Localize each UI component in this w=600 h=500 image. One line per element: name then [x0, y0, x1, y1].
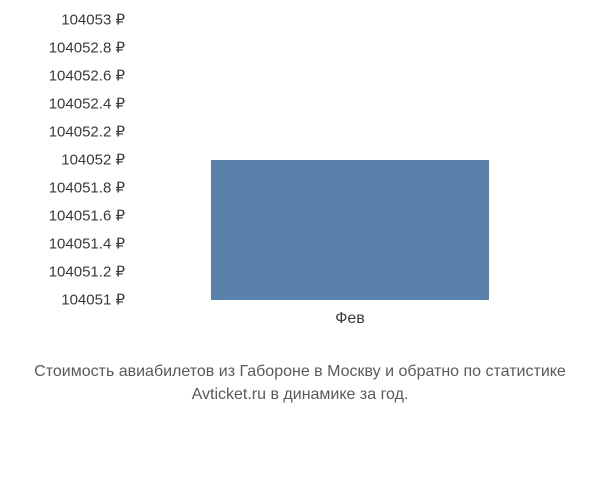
y-tick-label: 104052.6 ₽: [49, 69, 125, 84]
chart-caption: Стоимость авиабилетов из Габороне в Моск…: [0, 360, 600, 406]
y-axis-labels: 104053 ₽104052.8 ₽104052.6 ₽104052.4 ₽10…: [0, 20, 125, 300]
y-tick-label: 104052.8 ₽: [49, 41, 125, 56]
y-tick-label: 104053 ₽: [61, 13, 125, 28]
x-tick-label: Фев: [335, 310, 365, 328]
bar: [211, 160, 488, 300]
y-tick-label: 104051 ₽: [61, 293, 125, 308]
price-chart: 104053 ₽ 104052.8 ₽ 104052.6 ₽ 104052.4 ₽ 10…: [0, 0, 600, 500]
y-tick-label: 104051.6 ₽: [49, 209, 125, 224]
y-tick-label: 104051.8 ₽: [49, 181, 125, 196]
y-tick-label: 104051.2 ₽: [49, 265, 125, 280]
y-tick-label: 104052.2 ₽: [49, 125, 125, 140]
plot-area: [130, 20, 570, 300]
caption-text: Стоимость авиабилетов из Габороне в Моск…: [34, 363, 566, 403]
y-tick-label: 104052 ₽: [61, 153, 125, 168]
x-axis-labels: Фев: [130, 310, 570, 340]
y-tick-label: 104051.4 ₽: [49, 237, 125, 252]
y-tick-label: 104052.4 ₽: [49, 97, 125, 112]
